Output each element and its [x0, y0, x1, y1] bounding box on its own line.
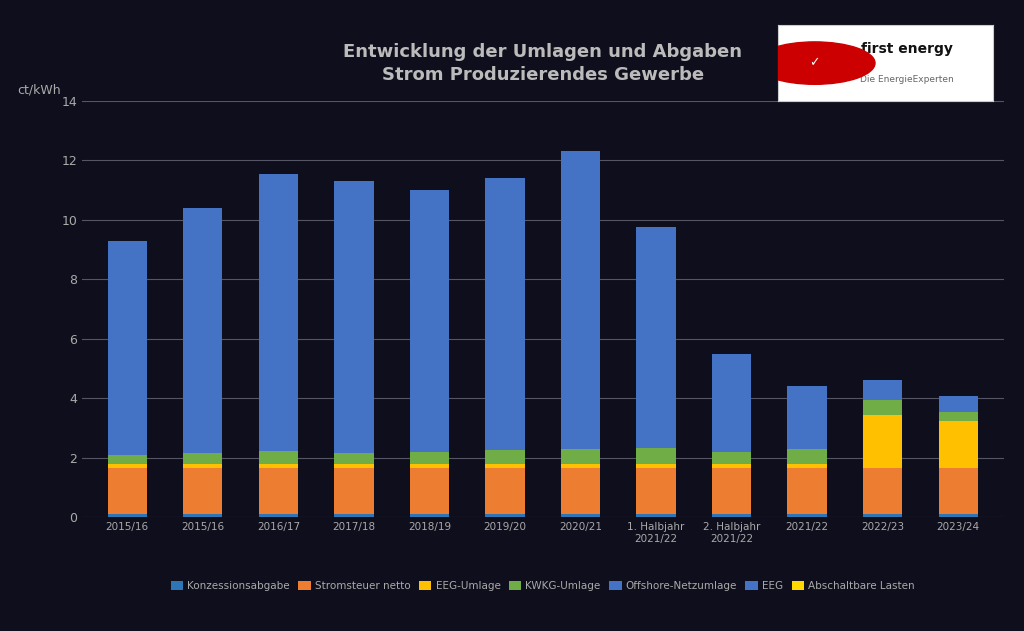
Bar: [410, 445, 450, 452]
Bar: [787, 440, 826, 449]
Bar: [939, 396, 978, 412]
Bar: [561, 468, 600, 514]
Bar: [636, 464, 676, 468]
Bar: [561, 433, 600, 449]
Bar: [108, 455, 146, 464]
Bar: [712, 468, 752, 514]
Bar: [787, 386, 826, 440]
Bar: [939, 421, 978, 468]
Bar: [561, 151, 600, 433]
Bar: [712, 464, 752, 468]
Bar: [259, 464, 298, 468]
Bar: [636, 429, 676, 448]
Bar: [636, 514, 676, 517]
Bar: [787, 449, 826, 464]
Text: Die EnergieExperten: Die EnergieExperten: [860, 75, 954, 85]
Bar: [334, 181, 374, 448]
Bar: [485, 464, 524, 468]
Bar: [485, 437, 524, 451]
Bar: [939, 468, 978, 514]
Bar: [410, 452, 450, 464]
Bar: [863, 468, 902, 514]
Legend: Konzessionsabgabe, Stromsteuer netto, EEG-Umlage, KWKG-Umlage, Offshore-Netzumla: Konzessionsabgabe, Stromsteuer netto, EE…: [167, 577, 919, 596]
Title: Entwicklung der Umlagen und Abgaben
Strom Produzierendes Gewerbe: Entwicklung der Umlagen und Abgaben Stro…: [343, 42, 742, 84]
Bar: [485, 178, 524, 437]
Bar: [183, 468, 222, 514]
Bar: [636, 227, 676, 429]
Bar: [108, 464, 146, 468]
Text: ct/kWh: ct/kWh: [17, 84, 61, 97]
Bar: [712, 514, 752, 517]
Bar: [259, 445, 298, 451]
Bar: [334, 468, 374, 514]
Bar: [787, 514, 826, 517]
Bar: [561, 464, 600, 468]
Bar: [183, 208, 222, 448]
Bar: [939, 514, 978, 517]
Bar: [636, 448, 676, 464]
Bar: [259, 514, 298, 517]
Bar: [863, 380, 902, 389]
Bar: [561, 514, 600, 517]
Bar: [259, 451, 298, 464]
Bar: [485, 451, 524, 464]
Bar: [939, 412, 978, 421]
Circle shape: [755, 42, 874, 85]
Bar: [334, 452, 374, 464]
Bar: [712, 445, 752, 452]
Bar: [183, 452, 222, 464]
Bar: [485, 468, 524, 514]
Bar: [334, 464, 374, 468]
Bar: [485, 514, 524, 517]
Bar: [108, 514, 146, 517]
Bar: [712, 354, 752, 445]
Bar: [334, 514, 374, 517]
Bar: [183, 464, 222, 468]
Bar: [410, 190, 450, 445]
Bar: [712, 452, 752, 464]
Bar: [787, 468, 826, 514]
Bar: [863, 514, 902, 517]
Bar: [410, 468, 450, 514]
Bar: [334, 448, 374, 452]
Text: first energy: first energy: [861, 42, 953, 56]
Bar: [183, 514, 222, 517]
Bar: [863, 400, 902, 415]
Bar: [561, 449, 600, 464]
Bar: [863, 389, 902, 400]
Bar: [108, 241, 146, 452]
Bar: [787, 464, 826, 468]
Bar: [183, 448, 222, 452]
Bar: [410, 514, 450, 517]
Bar: [410, 464, 450, 468]
Bar: [863, 415, 902, 468]
Bar: [259, 468, 298, 514]
Text: ✓: ✓: [810, 57, 820, 69]
Bar: [108, 468, 146, 514]
Bar: [636, 468, 676, 514]
Bar: [259, 174, 298, 445]
Bar: [108, 452, 146, 455]
